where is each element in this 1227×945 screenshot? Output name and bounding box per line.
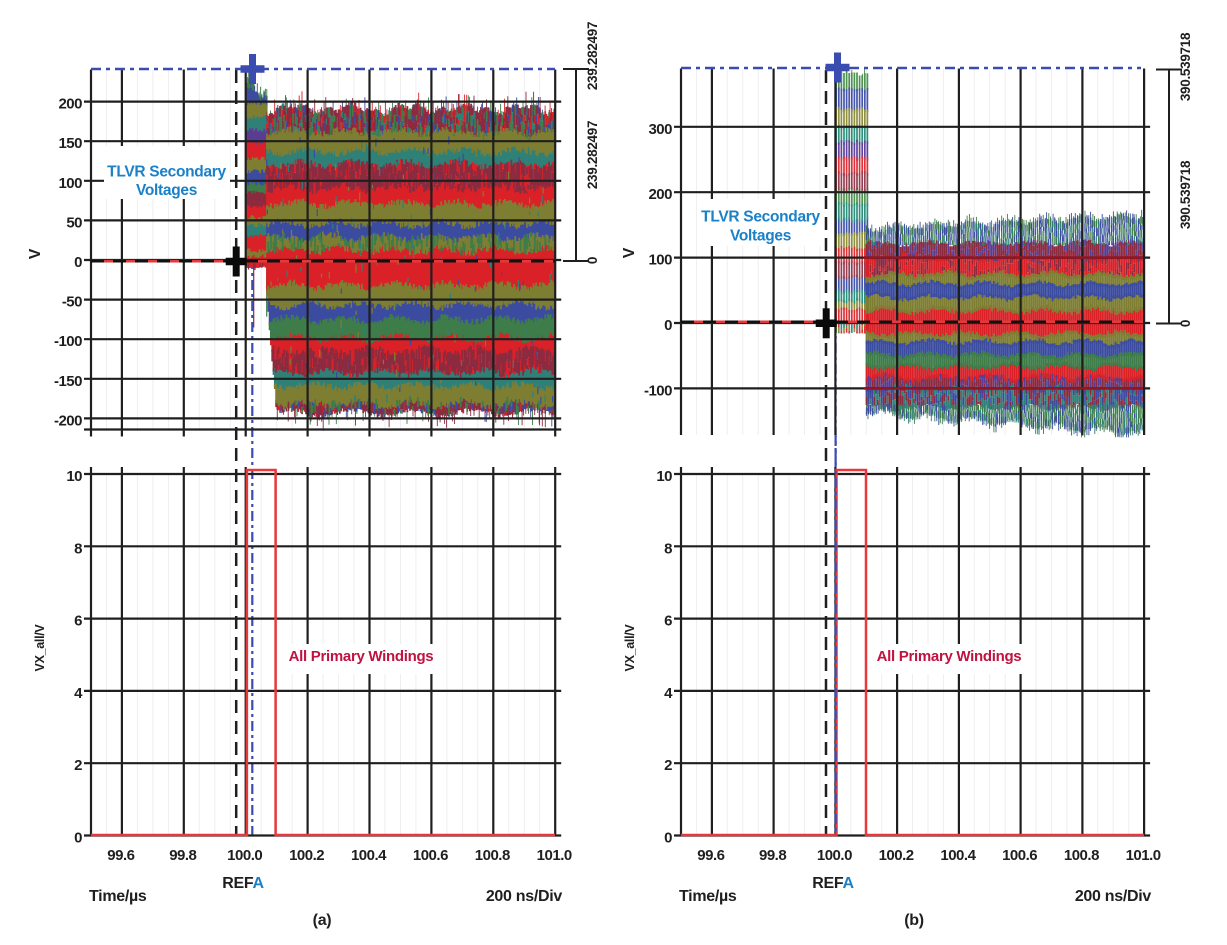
svg-text:-50: -50 — [62, 294, 82, 311]
svg-text:0: 0 — [1178, 320, 1193, 327]
svg-text:101.0: 101.0 — [537, 847, 572, 864]
svg-text:Time/µs: Time/µs — [679, 888, 737, 905]
svg-text:0: 0 — [585, 257, 600, 264]
svg-text:390.539718: 390.539718 — [1178, 160, 1193, 229]
svg-text:0: 0 — [664, 830, 672, 847]
svg-text:99.6: 99.6 — [697, 847, 724, 864]
svg-text:All Primary Windings: All Primary Windings — [289, 648, 434, 665]
svg-text:200 ns/Div: 200 ns/Div — [1075, 888, 1152, 905]
svg-text:200: 200 — [648, 186, 672, 203]
svg-text:100.2: 100.2 — [289, 847, 324, 864]
svg-text:All Primary Windings: All Primary Windings — [877, 648, 1022, 665]
svg-text:-150: -150 — [54, 373, 82, 390]
svg-text:100.4: 100.4 — [940, 847, 976, 864]
svg-text:8: 8 — [74, 540, 82, 557]
svg-text:99.8: 99.8 — [759, 847, 786, 864]
svg-text:0: 0 — [74, 830, 82, 847]
svg-text:(b): (b) — [904, 912, 924, 929]
svg-text:VX_all/V: VX_all/V — [33, 624, 47, 672]
svg-text:300: 300 — [648, 121, 672, 138]
svg-text:6: 6 — [74, 613, 82, 630]
svg-text:100.2: 100.2 — [879, 847, 914, 864]
svg-text:8: 8 — [664, 540, 672, 557]
svg-text:99.8: 99.8 — [169, 847, 196, 864]
svg-text:0: 0 — [664, 317, 672, 334]
svg-text:100.0: 100.0 — [817, 847, 852, 864]
svg-text:Time/µs: Time/µs — [89, 888, 147, 905]
svg-text:100.8: 100.8 — [1064, 847, 1099, 864]
svg-text:100.6: 100.6 — [1002, 847, 1037, 864]
svg-text:VX_all/V: VX_all/V — [623, 624, 637, 672]
svg-text:TLVR Secondary: TLVR Secondary — [107, 163, 226, 180]
svg-text:239.282497: 239.282497 — [585, 121, 600, 189]
svg-text:-200: -200 — [54, 412, 82, 429]
svg-text:TLVR Secondary: TLVR Secondary — [701, 209, 820, 226]
svg-text:100: 100 — [58, 175, 82, 192]
svg-text:150: 150 — [58, 135, 82, 152]
svg-text:4: 4 — [664, 685, 673, 702]
svg-text:2: 2 — [74, 757, 82, 774]
svg-text:6: 6 — [664, 613, 672, 630]
svg-text:100.0: 100.0 — [227, 847, 262, 864]
svg-text:REFA: REFA — [812, 875, 854, 892]
svg-text:V: V — [621, 247, 638, 258]
svg-text:239.282497: 239.282497 — [585, 22, 600, 90]
svg-text:200 ns/Div: 200 ns/Div — [486, 888, 563, 905]
svg-text:(a): (a) — [313, 912, 332, 929]
svg-text:100.8: 100.8 — [475, 847, 510, 864]
svg-text:4: 4 — [74, 685, 83, 702]
svg-text:0: 0 — [74, 254, 82, 271]
svg-text:390.539718: 390.539718 — [1178, 32, 1193, 101]
svg-text:10: 10 — [656, 468, 672, 485]
svg-text:2: 2 — [664, 757, 672, 774]
svg-text:100.6: 100.6 — [413, 847, 448, 864]
svg-text:Voltages: Voltages — [730, 228, 791, 245]
svg-text:10: 10 — [66, 468, 82, 485]
svg-text:200: 200 — [58, 96, 82, 113]
svg-text:REFA: REFA — [222, 875, 264, 892]
svg-text:-100: -100 — [54, 333, 82, 350]
svg-text:-100: -100 — [644, 382, 672, 399]
svg-text:99.6: 99.6 — [107, 847, 134, 864]
svg-text:50: 50 — [66, 214, 82, 231]
svg-text:100: 100 — [648, 252, 672, 269]
svg-text:101.0: 101.0 — [1126, 847, 1161, 864]
svg-text:Voltages: Voltages — [136, 182, 197, 199]
svg-text:V: V — [27, 248, 44, 259]
svg-text:100.4: 100.4 — [351, 847, 387, 864]
